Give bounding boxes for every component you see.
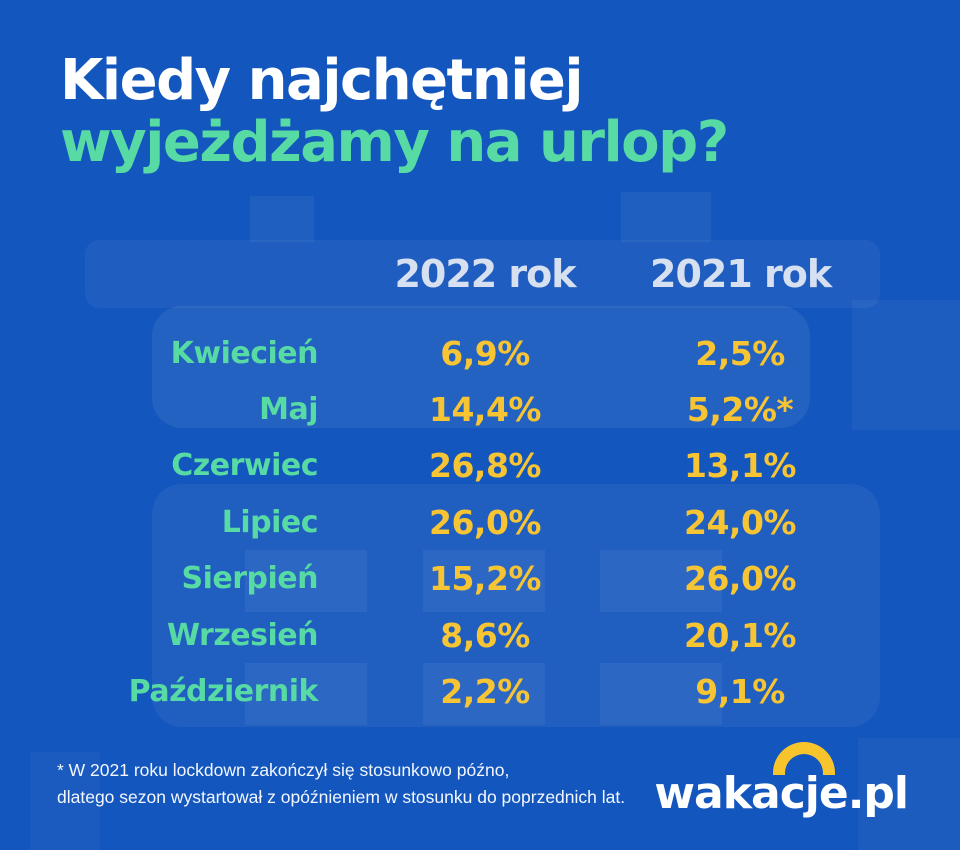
value-2021: 9,1% [695, 672, 785, 712]
table-row: Maj 14,4% 5,2%* [0, 381, 830, 437]
month-label: Maj [259, 392, 318, 428]
footnote-line-2: dlatego sezon wystartował z opóźnieniem … [57, 787, 626, 807]
table-body: Kwiecień 6,9% 2,5% Maj 14,4% 5,2%* Czerwiec 26,… [0, 325, 830, 720]
month-label: Październik [128, 674, 319, 710]
month-label: Kwiecień [170, 335, 319, 371]
value-2021: 24,0% [684, 502, 797, 542]
table-row: Lipiec 26,0% 24,0% [0, 494, 830, 550]
table-header-row: 2022 rok 2021 rok [0, 250, 832, 298]
page-title: Kiedy najchętniej wyjeżdżamy na urlop? [60, 48, 729, 175]
value-2022: 8,6% [440, 615, 530, 655]
value-2022: 26,0% [429, 502, 542, 542]
column-header-2021: 2021 rok [650, 252, 832, 296]
background-shape [852, 300, 960, 430]
value-2021: 26,0% [684, 559, 797, 599]
logo-wakacje-pl: wakacje.pl [654, 768, 909, 819]
table-row: Październik 2,2% 9,1% [0, 663, 830, 719]
title-line-1: Kiedy najchętniej [60, 48, 584, 113]
value-2022: 14,4% [429, 390, 542, 430]
value-2022: 2,2% [440, 672, 530, 712]
value-2021: 13,1% [684, 446, 797, 486]
month-label: Sierpień [181, 561, 319, 597]
title-line-2: wyjeżdżamy na urlop? [60, 110, 729, 175]
table-row: Kwiecień 6,9% 2,5% [0, 325, 830, 381]
value-2021: 20,1% [684, 615, 797, 655]
column-header-2022: 2022 rok [394, 252, 576, 296]
footnote-line-1: * W 2021 roku lockdown zakończył się sto… [57, 760, 510, 780]
month-label: Lipiec [221, 504, 319, 540]
footnote: * W 2021 roku lockdown zakończył się sto… [57, 757, 625, 811]
value-2022: 15,2% [429, 559, 542, 599]
background-shape [621, 192, 711, 242]
table-row: Wrzesień 8,6% 20,1% [0, 607, 830, 663]
value-2022: 6,9% [440, 333, 530, 373]
month-label: Wrzesień [166, 617, 319, 653]
month-label: Czerwiec [171, 448, 318, 484]
table-row: Czerwiec 26,8% 13,1% [0, 438, 830, 494]
value-2021: 5,2%* [686, 390, 794, 430]
background-shape [250, 196, 314, 242]
value-2022: 26,8% [429, 446, 542, 486]
table-row: Sierpień 15,2% 26,0% [0, 551, 830, 607]
value-2021: 2,5% [695, 333, 785, 373]
